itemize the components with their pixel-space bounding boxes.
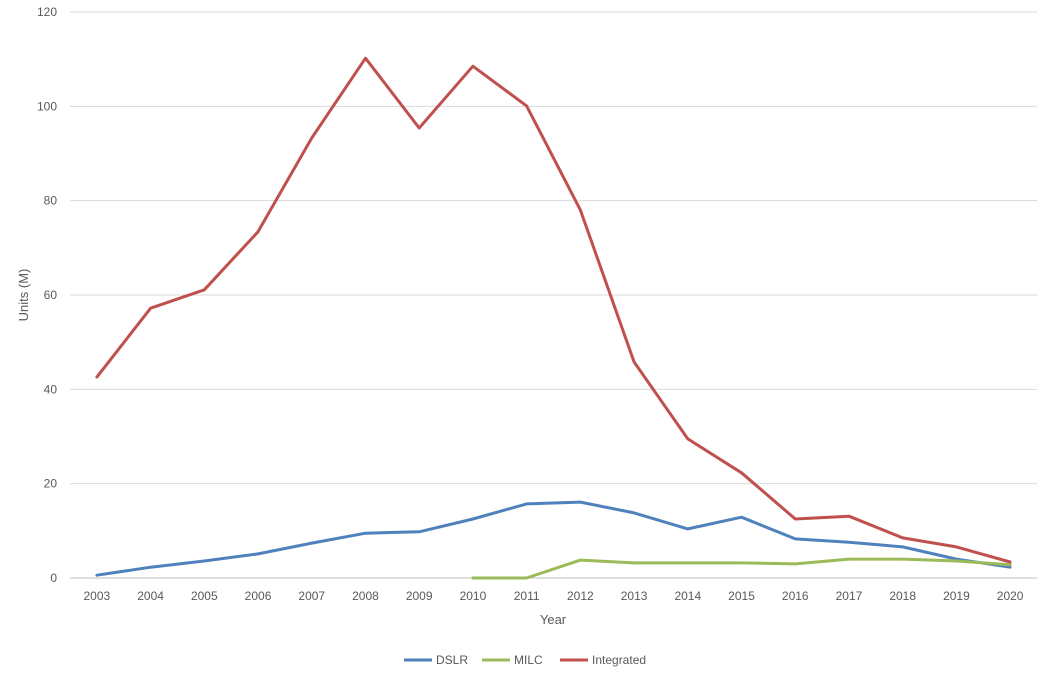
y-tick-label: 100	[37, 99, 57, 113]
x-tick-label: 2009	[406, 589, 433, 603]
series-lines	[95, 56, 1012, 580]
y-tick-label: 40	[44, 382, 58, 396]
x-tick-label: 2018	[889, 589, 916, 603]
y-tick-label: 60	[44, 288, 58, 302]
series-line-integrated	[95, 56, 1012, 564]
x-tick-label: 2013	[621, 589, 648, 603]
x-tick-label: 2014	[674, 589, 701, 603]
x-tick-label: 2010	[460, 589, 487, 603]
x-tick-label: 2020	[997, 589, 1024, 603]
x-axis-title: Year	[540, 612, 567, 627]
y-tick-label: 0	[50, 571, 57, 585]
legend-item-integrated: Integrated	[560, 653, 646, 667]
x-tick-label: 2008	[352, 589, 379, 603]
x-tick-label: 2012	[567, 589, 594, 603]
x-tick-label: 2019	[943, 589, 970, 603]
x-tick-label: 2004	[137, 589, 164, 603]
series-line-dslr	[95, 500, 1012, 577]
y-axis-title: Units (M)	[16, 269, 31, 322]
legend-label: DSLR	[436, 653, 468, 667]
y-axis-ticks: 0 20 40 60 80 100 120	[37, 5, 57, 585]
x-tick-label: 2015	[728, 589, 755, 603]
y-tick-label: 80	[44, 194, 58, 208]
legend-label: Integrated	[592, 653, 646, 667]
x-axis-ticks: 2003 2004 2005 2006 2007 2008 2009 2010 2011 2012…	[84, 589, 1024, 603]
x-tick-label: 2003	[84, 589, 111, 603]
series-line-milc	[471, 557, 1012, 580]
x-tick-label: 2017	[836, 589, 863, 603]
legend-item-milc: MILC	[482, 653, 543, 667]
x-tick-label: 2005	[191, 589, 218, 603]
x-tick-label: 2007	[298, 589, 325, 603]
legend-label: MILC	[514, 653, 543, 667]
legend-item-dslr: DSLR	[404, 653, 468, 667]
y-tick-label: 20	[44, 477, 58, 491]
y-tick-label: 120	[37, 5, 57, 19]
x-tick-label: 2006	[245, 589, 272, 603]
gridlines	[70, 11, 1037, 579]
legend: DSLR MILC Integrated	[404, 653, 646, 667]
x-tick-label: 2016	[782, 589, 809, 603]
x-tick-label: 2011	[514, 589, 540, 603]
